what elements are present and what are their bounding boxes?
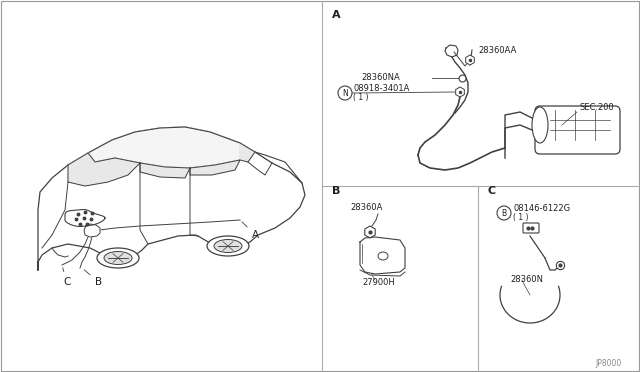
- Text: 27900H: 27900H: [362, 278, 395, 287]
- Polygon shape: [38, 127, 305, 270]
- Text: SEC.200: SEC.200: [580, 103, 615, 112]
- Polygon shape: [84, 224, 100, 237]
- FancyBboxPatch shape: [523, 223, 539, 233]
- Text: B: B: [501, 208, 507, 218]
- Text: ( 1 ): ( 1 ): [513, 213, 529, 222]
- Polygon shape: [68, 153, 140, 186]
- Polygon shape: [360, 237, 405, 274]
- Polygon shape: [445, 45, 458, 57]
- Text: 28360AA: 28360AA: [478, 46, 516, 55]
- Text: A: A: [242, 222, 259, 240]
- Text: 28360A: 28360A: [350, 203, 382, 212]
- Polygon shape: [65, 209, 105, 227]
- Text: C: C: [63, 268, 70, 287]
- Text: B: B: [84, 270, 102, 287]
- Text: 28360NA: 28360NA: [361, 73, 400, 81]
- Polygon shape: [140, 163, 190, 178]
- Text: A: A: [332, 10, 340, 20]
- Text: ( 1 ): ( 1 ): [353, 93, 369, 102]
- Text: N: N: [342, 89, 348, 97]
- FancyBboxPatch shape: [535, 106, 620, 154]
- Text: 08146-6122G: 08146-6122G: [513, 204, 570, 213]
- Text: JP8000: JP8000: [595, 359, 621, 368]
- Circle shape: [338, 86, 352, 100]
- Text: 08918-3401A: 08918-3401A: [353, 84, 410, 93]
- Ellipse shape: [104, 251, 132, 264]
- Ellipse shape: [532, 107, 548, 143]
- Polygon shape: [190, 160, 240, 175]
- Ellipse shape: [214, 240, 242, 253]
- Ellipse shape: [378, 252, 388, 260]
- Circle shape: [497, 206, 511, 220]
- Ellipse shape: [97, 248, 139, 268]
- Polygon shape: [240, 143, 255, 162]
- Polygon shape: [88, 127, 255, 168]
- Text: B: B: [332, 186, 340, 196]
- Ellipse shape: [207, 236, 249, 256]
- Text: C: C: [488, 186, 496, 196]
- Text: 28360N: 28360N: [510, 275, 543, 284]
